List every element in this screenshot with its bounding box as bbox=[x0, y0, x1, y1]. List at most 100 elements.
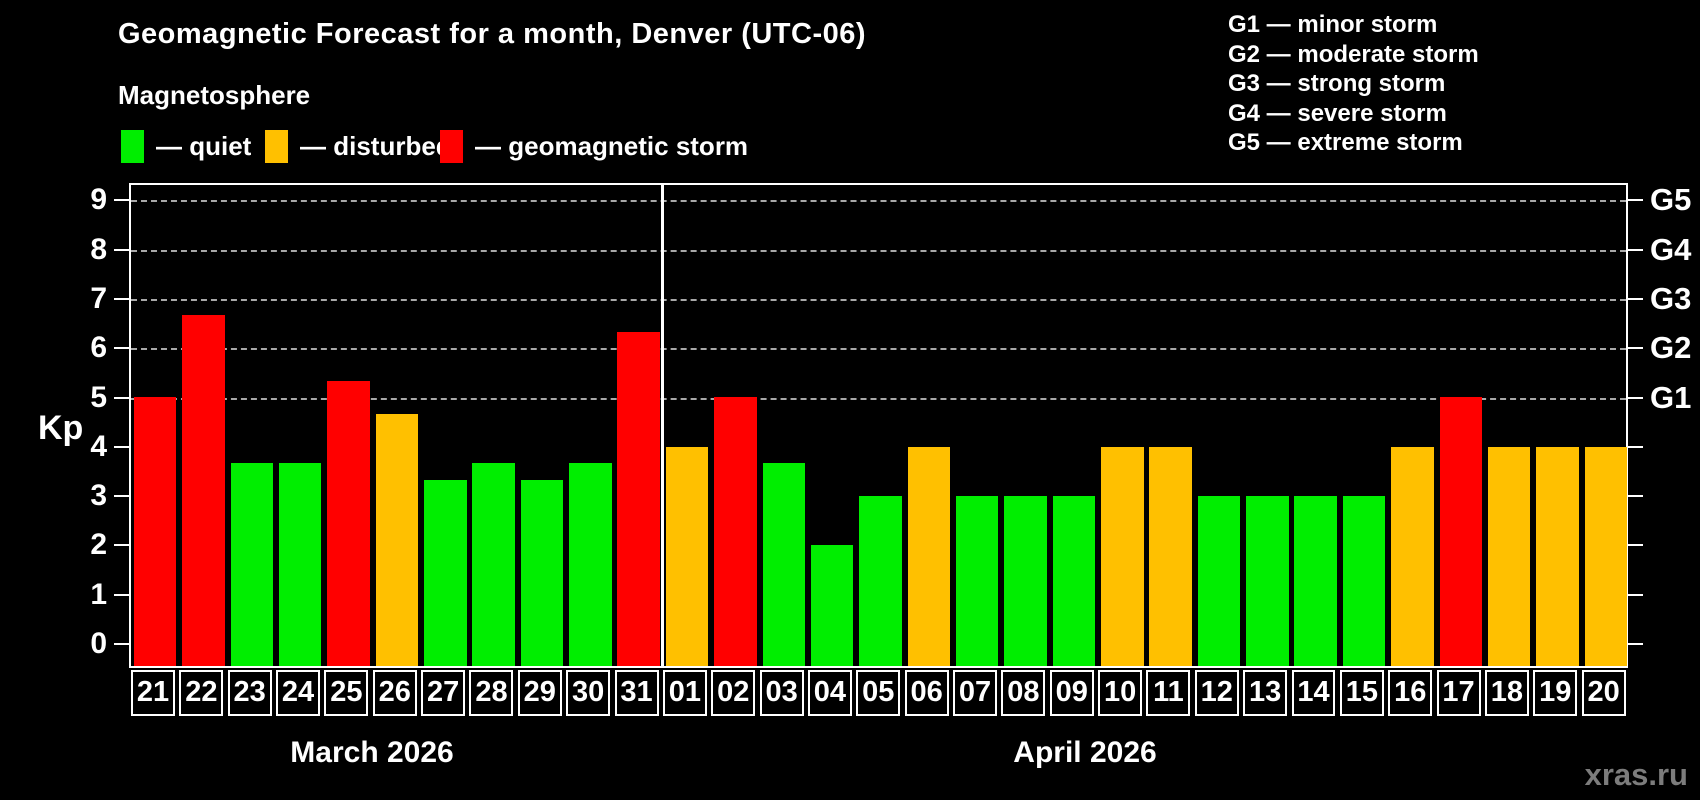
plot-area bbox=[129, 183, 1628, 668]
day-label-22: 22 bbox=[179, 670, 224, 716]
day-label-10: 10 bbox=[1098, 670, 1143, 716]
gridline-kp6 bbox=[131, 348, 1626, 351]
bar-day-27-kp-3.33 bbox=[424, 480, 467, 666]
legend-item-quiet: — quiet bbox=[121, 128, 251, 164]
left-tick-kp5 bbox=[114, 396, 129, 399]
left-tick-kp6 bbox=[114, 347, 129, 350]
left-tick-kp2 bbox=[114, 544, 129, 547]
right-tick-kp2 bbox=[1628, 544, 1643, 547]
day-label-13: 13 bbox=[1243, 670, 1288, 716]
right-tick-kp7 bbox=[1628, 297, 1643, 300]
day-label-30: 30 bbox=[566, 670, 611, 716]
y-tick-label-5: 5 bbox=[90, 380, 107, 414]
bar-day-28-kp-3.67 bbox=[472, 463, 515, 666]
bar-day-24-kp-3.67 bbox=[278, 463, 322, 666]
quiet-color-swatch bbox=[121, 129, 144, 163]
day-label-27: 27 bbox=[421, 670, 466, 716]
legend-item-disturbed: — disturbed bbox=[265, 128, 452, 164]
y-tick-label-0: 0 bbox=[90, 627, 107, 660]
page-title: Geomagnetic Forecast for a month, Denver… bbox=[118, 18, 867, 50]
left-tick-kp1 bbox=[114, 593, 129, 596]
day-label-31: 31 bbox=[614, 670, 659, 716]
right-axis-label-g3: G3 bbox=[1650, 280, 1692, 316]
day-label-07: 07 bbox=[953, 670, 997, 716]
right-tick-kp3 bbox=[1628, 495, 1643, 498]
legend-item-storm: — geomagnetic storm bbox=[440, 128, 748, 164]
day-label-11: 11 bbox=[1146, 670, 1191, 716]
watermark: xras.ru bbox=[1584, 757, 1688, 792]
y-tick-label-6: 6 bbox=[90, 331, 107, 365]
legend-label-quiet: — quiet bbox=[156, 130, 252, 161]
legend-label-disturbed: — disturbed bbox=[300, 130, 452, 161]
bar-day-30-kp-3.67 bbox=[569, 463, 612, 666]
day-label-18: 18 bbox=[1484, 670, 1529, 716]
day-label-26: 26 bbox=[372, 670, 417, 716]
right-tick-kp1 bbox=[1628, 593, 1643, 596]
day-label-03: 03 bbox=[759, 670, 804, 716]
bar-day-17-kp-5 bbox=[1439, 397, 1482, 666]
left-tick-kp9 bbox=[114, 199, 129, 202]
day-label-02: 02 bbox=[711, 670, 756, 716]
disturbed-color-swatch bbox=[265, 129, 288, 163]
right-tick-kp0 bbox=[1628, 643, 1643, 645]
day-label-06: 06 bbox=[904, 670, 949, 716]
bar-day-25-kp-5.33 bbox=[327, 381, 370, 666]
left-tick-kp8 bbox=[114, 248, 129, 251]
bar-day-29-kp-3.33 bbox=[520, 480, 564, 666]
day-label-04: 04 bbox=[807, 670, 852, 716]
bar-day-01-kp-4 bbox=[665, 447, 709, 666]
day-label-29: 29 bbox=[517, 670, 562, 716]
left-tick-kp7 bbox=[114, 297, 129, 300]
day-label-17: 17 bbox=[1436, 670, 1481, 716]
legend-label-storm: — geomagnetic storm bbox=[475, 130, 749, 161]
g-scale-line-g5: G5 — extreme storm bbox=[1228, 129, 1463, 157]
g-scale-line-g4: G4 — severe storm bbox=[1228, 99, 1447, 127]
y-tick-label-4: 4 bbox=[90, 429, 107, 463]
g-scale-legend: G1 — minor storm G2 — moderate storm G3 … bbox=[1228, 10, 1479, 158]
day-label-16: 16 bbox=[1388, 670, 1433, 716]
y-tick-label-2: 2 bbox=[90, 528, 107, 562]
day-label-14: 14 bbox=[1291, 670, 1336, 716]
bar-day-09-kp-3 bbox=[1052, 496, 1096, 666]
right-tick-kp4 bbox=[1628, 445, 1643, 448]
day-label-25: 25 bbox=[324, 670, 369, 716]
gridline-kp8 bbox=[131, 249, 1626, 252]
gridline-kp7 bbox=[131, 298, 1626, 301]
y-tick-label-1: 1 bbox=[90, 577, 107, 611]
bar-day-15-kp-3 bbox=[1342, 496, 1386, 666]
day-label-23: 23 bbox=[227, 670, 272, 716]
bar-day-31-kp-6.33 bbox=[617, 332, 660, 666]
y-tick-label-9: 9 bbox=[90, 183, 107, 217]
day-label-09: 09 bbox=[1049, 670, 1094, 716]
bar-day-19-kp-4 bbox=[1536, 447, 1579, 666]
bar-day-26-kp-4.67 bbox=[375, 414, 419, 666]
bar-day-06-kp-4 bbox=[907, 447, 951, 666]
bar-day-12-kp-3 bbox=[1197, 496, 1241, 666]
gridline-kp5 bbox=[131, 397, 1626, 400]
bar-day-10-kp-4 bbox=[1101, 447, 1144, 666]
left-tick-kp4 bbox=[114, 445, 129, 448]
g-scale-line-g3: G3 — strong storm bbox=[1228, 70, 1446, 98]
right-tick-kp8 bbox=[1628, 248, 1643, 251]
day-label-19: 19 bbox=[1533, 670, 1578, 716]
right-axis-label-g4: G4 bbox=[1650, 231, 1692, 267]
left-tick-kp3 bbox=[114, 495, 129, 498]
day-label-24: 24 bbox=[276, 670, 321, 716]
bar-day-18-kp-4 bbox=[1487, 447, 1531, 666]
day-label-05: 05 bbox=[856, 670, 901, 716]
right-axis-label-g5: G5 bbox=[1650, 182, 1692, 218]
bar-day-11-kp-4 bbox=[1149, 447, 1192, 666]
day-label-21: 21 bbox=[131, 670, 175, 716]
y-tick-label-7: 7 bbox=[90, 281, 107, 315]
day-label-01: 01 bbox=[662, 670, 707, 716]
right-tick-kp6 bbox=[1628, 347, 1643, 350]
g-scale-line-g2: G2 — moderate storm bbox=[1228, 40, 1479, 68]
day-label-15: 15 bbox=[1339, 670, 1384, 716]
y-tick-label-3: 3 bbox=[90, 479, 107, 513]
bar-day-22-kp-6.67 bbox=[182, 315, 225, 666]
y-axis-title: Kp bbox=[38, 409, 84, 447]
storm-color-swatch bbox=[440, 129, 463, 163]
bar-day-14-kp-3 bbox=[1294, 496, 1337, 666]
bar-day-16-kp-4 bbox=[1391, 447, 1434, 666]
day-label-28: 28 bbox=[469, 670, 514, 716]
